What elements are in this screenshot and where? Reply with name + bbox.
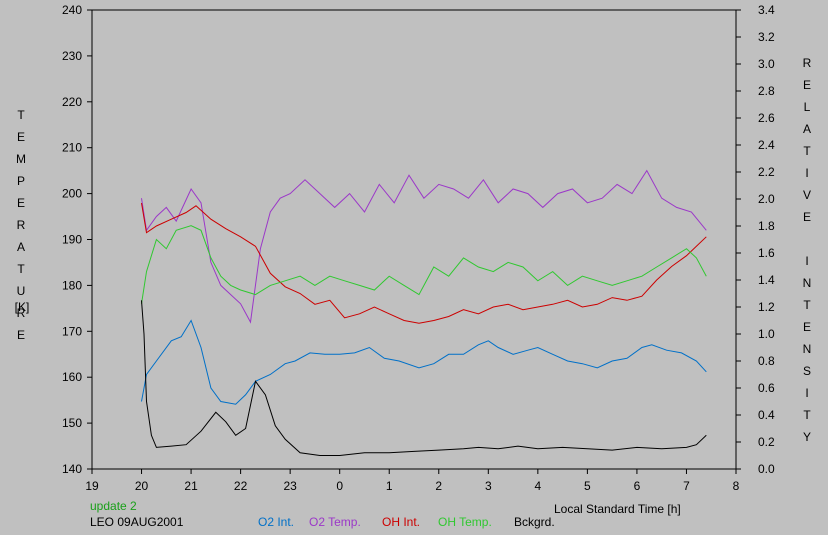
x-tick-label: 6	[634, 479, 641, 493]
y-axis-right-letter: L	[803, 100, 811, 114]
y-left-tick-label: 180	[62, 278, 82, 292]
y-left-tick-label: 140	[62, 462, 82, 476]
legend-o2-temp: O2 Temp.	[309, 515, 361, 529]
y-axis-left-letter: E	[16, 328, 25, 342]
y-axis-left-letter: A	[16, 240, 25, 254]
x-tick-label: 2	[435, 479, 442, 493]
y-right-tick-label: 3.0	[758, 57, 775, 71]
x-tick-label: 0	[336, 479, 343, 493]
x-tick-label: 5	[584, 479, 591, 493]
y-left-tick-label: 210	[62, 141, 82, 155]
y-right-tick-label: 0.0	[758, 462, 775, 476]
y-right-tick-label: 1.6	[758, 246, 775, 260]
series-oh-int-line	[141, 202, 707, 324]
y-axis-right-letter: I	[805, 254, 809, 268]
x-tick-label: 1	[386, 479, 393, 493]
y-axis-right-letter: V	[802, 188, 811, 202]
series-bckgrd-line	[141, 300, 707, 456]
series-o2-temp-line	[141, 169, 707, 324]
x-axis-label: Local Standard Time [h]	[554, 502, 681, 516]
y-axis-right-letter: Y	[802, 430, 811, 444]
x-tick-label: 3	[485, 479, 492, 493]
x-tick-label: 8	[733, 479, 740, 493]
station-date-label: LEO 09AUG2001	[90, 515, 184, 529]
plot-frame	[91, 9, 737, 470]
y-right-tick-label: 2.8	[758, 84, 775, 98]
y-left-tick-label: 220	[62, 95, 82, 109]
y-right-tick-label: 2.6	[758, 111, 775, 125]
y-right-tick-label: 1.2	[758, 300, 775, 314]
x-tick-label: 23	[283, 479, 297, 493]
y-axis-right-letter: T	[803, 298, 811, 312]
y-axis-right-letter: N	[802, 276, 812, 290]
series-o2-int-line	[141, 319, 707, 405]
y-axis-right-letter: R	[802, 56, 812, 70]
y-axis-left-letter: U	[16, 284, 26, 298]
y-axis-right-letter: T	[803, 408, 811, 422]
x-tick-label: 7	[683, 479, 690, 493]
y-axis-left-letter: E	[16, 130, 25, 144]
y-axis-right-letter	[800, 228, 814, 250]
y-right-tick-label: 1.0	[758, 327, 775, 341]
y-axis-right-letter: N	[802, 342, 812, 356]
y-axis-left-letter: E	[16, 196, 25, 210]
legend-bckgrd: Bckgrd.	[514, 515, 555, 529]
legend-o2-int: O2 Int.	[258, 515, 295, 529]
y-axis-left-letter: M	[16, 152, 26, 166]
y-right-tick-label: 0.6	[758, 381, 775, 395]
y-right-tick-label: 0.4	[758, 408, 775, 422]
x-tick-label: 22	[234, 479, 248, 493]
y-axis-right-letter: I	[805, 166, 809, 180]
y-axis-right-letter: E	[802, 78, 811, 92]
y-axis-right-letter: A	[802, 122, 811, 136]
y-axis-right-letter: S	[802, 364, 811, 378]
y-axis-left-unit: [K]	[14, 300, 30, 314]
x-tick-label: 4	[535, 479, 542, 493]
legend-oh-temp: OH Temp.	[438, 515, 492, 529]
y-right-tick-label: 0.8	[758, 354, 775, 368]
y-left-tick-label: 190	[62, 233, 82, 247]
y-axis-right-letter: T	[803, 144, 811, 158]
y-axis-left-letter: T	[17, 262, 25, 276]
series-oh-temp-line	[141, 225, 707, 304]
y-axis-right-letter: I	[805, 386, 809, 400]
y-left-tick-label: 240	[62, 3, 82, 17]
x-tick-label: 19	[85, 479, 99, 493]
y-left-tick-label: 200	[62, 187, 82, 201]
y-axis-right-letter: E	[802, 320, 811, 334]
y-left-tick-label: 160	[62, 370, 82, 384]
y-left-tick-label: 150	[62, 416, 82, 430]
y-right-tick-label: 3.4	[758, 3, 775, 17]
y-left-tick-label: 230	[62, 49, 82, 63]
y-axis-left-letter: R	[16, 306, 26, 320]
y-axis-left-letter: T	[17, 108, 25, 122]
y-left-tick-label: 170	[62, 324, 82, 338]
legend-oh-int: OH Int.	[382, 515, 421, 529]
update-label: update 2	[90, 499, 137, 513]
y-right-tick-label: 2.0	[758, 192, 775, 206]
y-axis-left-letter: R	[16, 218, 26, 232]
y-right-tick-label: 2.4	[758, 138, 775, 152]
x-tick-label: 20	[135, 479, 149, 493]
y-right-tick-label: 1.4	[758, 273, 775, 287]
y-right-tick-label: 2.2	[758, 165, 775, 179]
y-axis-left-letter: P	[16, 174, 25, 188]
x-tick-label: 21	[184, 479, 198, 493]
y-right-tick-label: 3.2	[758, 30, 775, 44]
y-right-tick-label: 0.2	[758, 435, 775, 449]
y-right-tick-label: 1.8	[758, 219, 775, 233]
y-axis-right-letter: E	[802, 210, 811, 224]
